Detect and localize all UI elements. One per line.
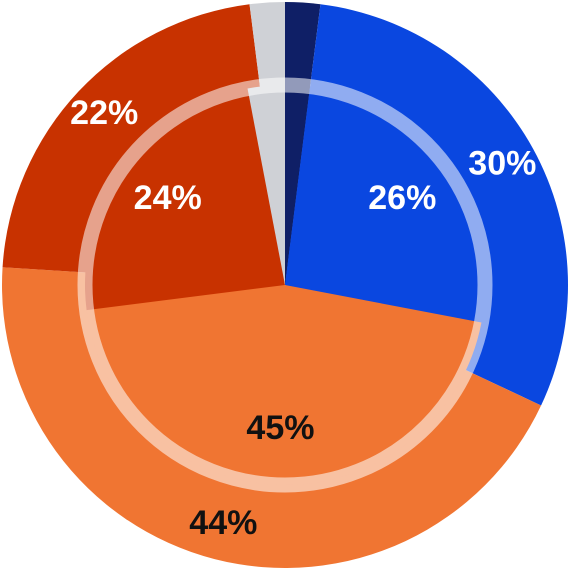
pie-slice	[247, 85, 285, 285]
pie-slice	[285, 86, 485, 323]
data-label: 26%	[368, 179, 436, 217]
data-label: 22%	[70, 94, 138, 132]
ring-separator	[77, 77, 493, 493]
data-label: 44%	[189, 504, 257, 542]
data-label: 30%	[468, 145, 536, 183]
pie-slice	[84, 88, 285, 311]
data-label: 45%	[246, 409, 314, 447]
data-label: 24%	[134, 179, 202, 217]
pie-slice	[86, 285, 482, 485]
pie-slice	[285, 85, 311, 285]
